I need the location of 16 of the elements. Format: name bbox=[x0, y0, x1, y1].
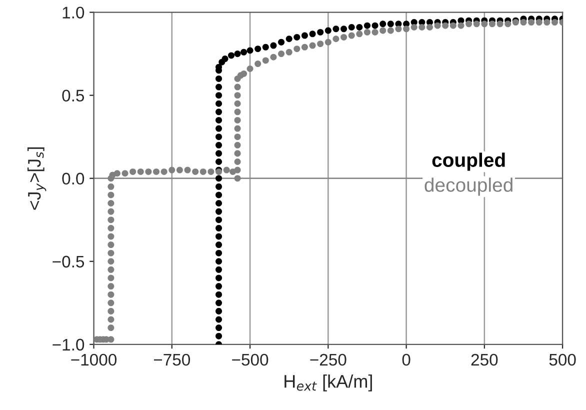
x-tick-label: −750 bbox=[154, 354, 190, 366]
text: decoupled bbox=[424, 178, 512, 196]
y-tick-label: 0.5 bbox=[62, 90, 84, 102]
x-tick-label: −1000 bbox=[71, 354, 117, 366]
y-tick-label: 1.0 bbox=[62, 6, 84, 19]
text: coupled bbox=[432, 152, 505, 171]
x-tick-label: 250 bbox=[471, 354, 498, 366]
x-tick-label: 500 bbox=[549, 354, 576, 366]
x-axis-title: H$_{ext}$ [kA/m] bbox=[284, 374, 372, 392]
x-tick-label: −500 bbox=[232, 354, 268, 366]
y-tick-label: −1.0 bbox=[52, 338, 84, 351]
x-tick-label: 0 bbox=[402, 354, 410, 366]
y-tick-label: 0.0 bbox=[62, 172, 84, 185]
y-axis-title: <J$_{y}$>[J$_{s}$] bbox=[28, 147, 46, 210]
y-tick-label: −0.5 bbox=[52, 256, 84, 268]
x-tick-label: −250 bbox=[310, 354, 346, 366]
